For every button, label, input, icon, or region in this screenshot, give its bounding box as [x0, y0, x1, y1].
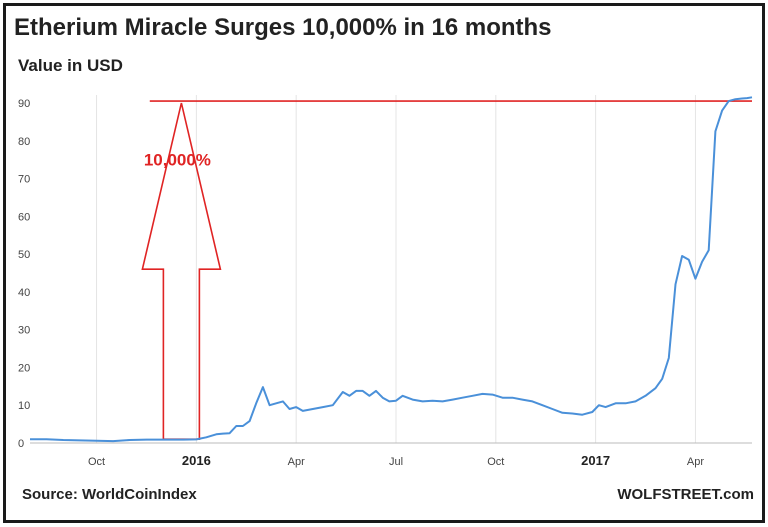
x-tick-label: 2017	[581, 453, 610, 468]
chart-frame	[3, 3, 765, 523]
y-tick-label: 40	[18, 287, 30, 299]
series-line-ethereum-price	[30, 96, 753, 443]
x-tick-label: Oct	[487, 456, 504, 468]
chart-title: Etherium Miracle Surges 10,000% in 16 mo…	[14, 14, 552, 41]
y-tick-label: 10	[18, 400, 30, 412]
y-tick-label: 70	[18, 174, 30, 186]
vertical-grid	[96, 95, 696, 443]
y-tick-label: 0	[18, 438, 24, 450]
chart-subtitle: Value in USD	[18, 56, 123, 75]
x-tick-label: Oct	[88, 456, 105, 468]
y-tick-label: 50	[18, 249, 30, 261]
annotation-10000-percent: 10,000%	[144, 150, 211, 169]
y-tick-label: 80	[18, 136, 30, 148]
brand-logo-text: WOLFSTREET.com	[617, 486, 754, 503]
surge-arrow	[141, 102, 222, 441]
x-tick-label: Apr	[687, 456, 704, 468]
y-tick-label: 90	[18, 98, 30, 110]
y-axis-tick-labels: 0 10 20 30 40 50 60 70 80 90	[18, 98, 30, 450]
y-tick-label: 30	[18, 325, 30, 337]
source-note: Source: WorldCoinIndex	[22, 486, 197, 503]
y-tick-label: 60	[18, 211, 30, 223]
x-tick-label: Jul	[389, 456, 403, 468]
x-tick-label: Apr	[288, 456, 305, 468]
x-tick-label: 2016	[182, 453, 211, 468]
x-axis-tick-labels: Oct 2016 Apr Jul Oct 2017 Apr	[88, 453, 704, 468]
y-tick-label: 20	[18, 362, 30, 374]
